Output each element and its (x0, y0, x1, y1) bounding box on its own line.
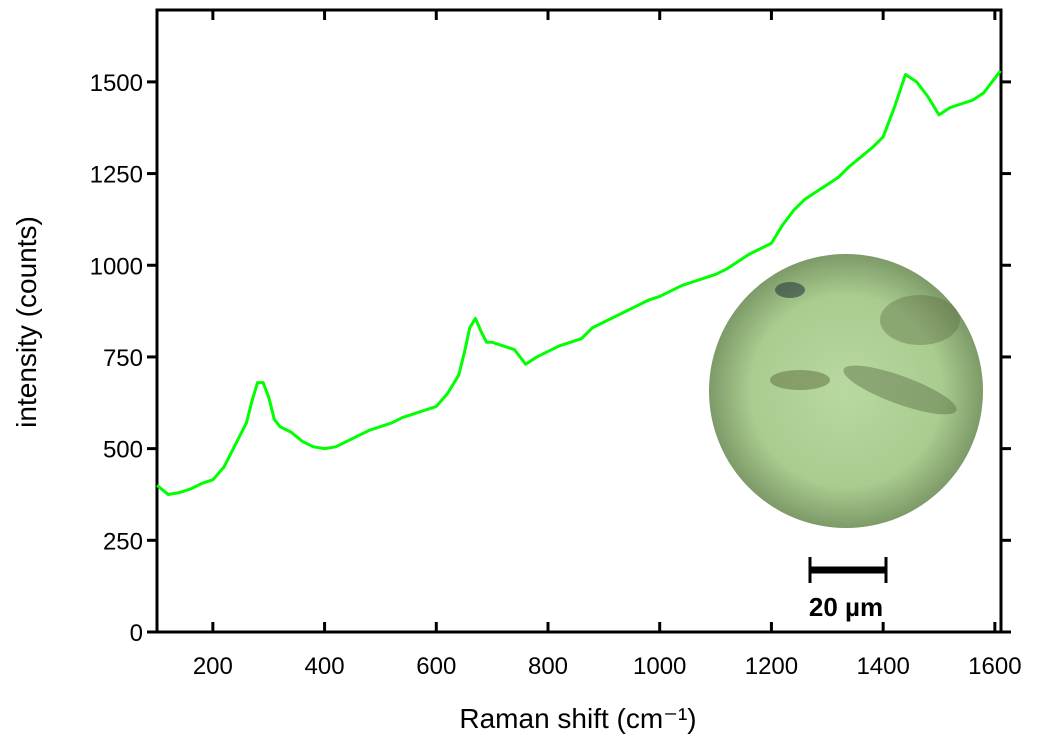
y-tick-label: 250 (103, 528, 143, 555)
micrograph-feature (880, 295, 960, 345)
x-axis-label: Raman shift (cm⁻¹) (459, 703, 696, 734)
micrograph (709, 254, 983, 528)
x-tick-label: 1200 (745, 653, 798, 680)
plot-frame (155, 8, 1003, 634)
micrograph-feature (770, 370, 830, 390)
y-tick-label: 500 (103, 437, 143, 464)
x-tick-label: 1000 (633, 653, 686, 680)
x-tick-label: 600 (416, 653, 456, 680)
spectrum-line (156, 69, 1002, 496)
micrograph-feature (843, 365, 957, 415)
y-tick-label: 0 (130, 620, 143, 647)
x-tick-label: 1400 (856, 653, 909, 680)
x-tick-label: 1600 (968, 653, 1021, 680)
x-tick-label: 200 (193, 653, 233, 680)
x-tick-label: 400 (305, 653, 345, 680)
micrograph-feature (775, 282, 805, 298)
inset: 20 µm (709, 254, 983, 622)
y-tick-label: 1500 (90, 70, 143, 97)
y-tick-label: 1250 (90, 162, 143, 189)
y-axis-label: intensity (counts) (11, 216, 42, 428)
scale-label: 20 µm (809, 592, 883, 622)
y-tick-label: 1000 (90, 253, 143, 280)
y-tick-label: 750 (103, 345, 143, 372)
x-tick-label: 800 (528, 653, 568, 680)
